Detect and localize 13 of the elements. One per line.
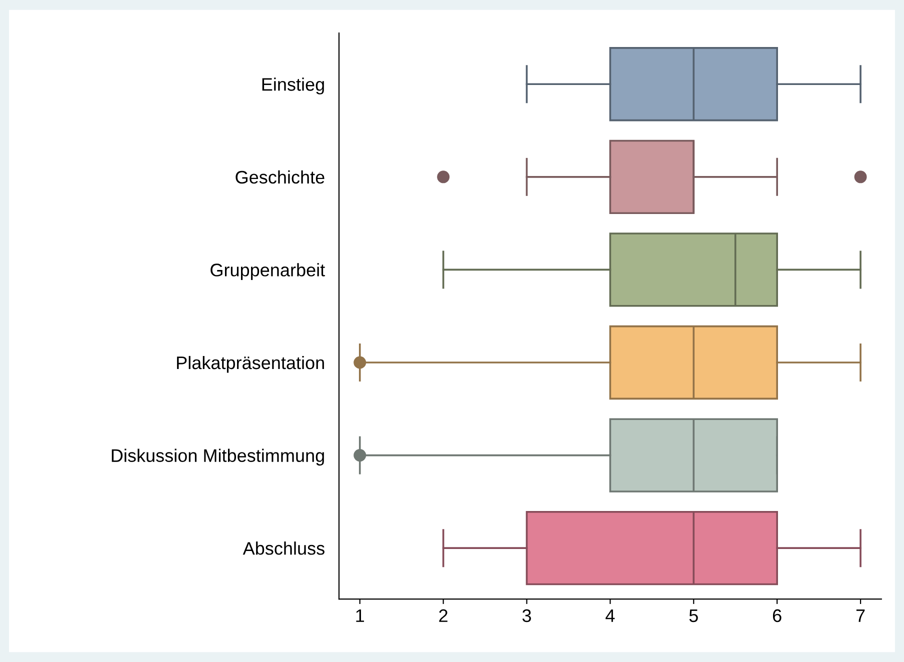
x-tick-label: 1 bbox=[356, 609, 364, 622]
x-tick-label: 3 bbox=[522, 609, 531, 622]
y-tick-label: Gruppenarbeit bbox=[210, 263, 325, 280]
y-tick-label: Geschichte bbox=[236, 170, 324, 184]
x-tick-label: 5 bbox=[689, 609, 698, 622]
x-tick-label: 6 bbox=[772, 609, 782, 622]
y-tick-label: Abschluss bbox=[242, 542, 324, 555]
y-tick-label: Einstieg bbox=[262, 78, 324, 94]
y-tick-label: Diskussion Mitbestimmung bbox=[112, 448, 324, 466]
y-tick-label: Plakatpräsentation bbox=[177, 356, 324, 373]
x-tick-label: 7 bbox=[856, 609, 865, 622]
x-tick-label: 2 bbox=[439, 609, 448, 622]
x-tick-label: 4 bbox=[606, 609, 615, 622]
